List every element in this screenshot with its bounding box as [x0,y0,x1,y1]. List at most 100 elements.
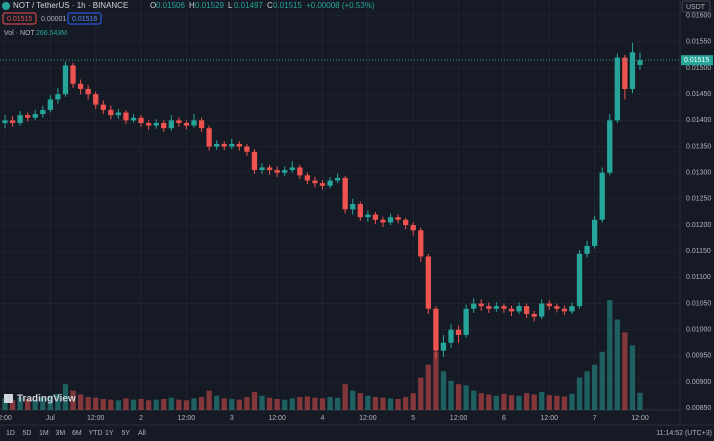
volume-bar [576,377,583,410]
candle-body [289,167,295,171]
candle-body [591,219,598,246]
volume-bar [448,380,454,410]
range-button[interactable]: 5D [23,430,32,437]
y-tick-label: 0.01300 [686,170,711,177]
candle-body [576,253,583,307]
candle-body [130,117,137,121]
volume-bar [40,397,46,410]
candle-body [516,306,522,312]
candle-body [455,329,462,335]
volume-bar [440,371,447,410]
volume-bar [365,395,371,410]
volume-bar [236,399,242,410]
volume-bar [115,400,122,410]
volume-bar [403,397,409,410]
volume-bar [357,393,363,410]
volume-bars [2,300,643,410]
volume-bar [342,384,348,410]
volume-bar [25,399,31,410]
candle-body [259,167,265,171]
volume-bar [584,371,590,410]
buy-box[interactable] [67,12,102,25]
x-tick-label: 12:00 [178,415,196,422]
volume-bar [614,319,620,410]
candle-body [418,230,424,257]
volume-bar [32,399,38,410]
candle-body [206,128,212,147]
change: +0.00008 (+0.53%) [306,1,375,10]
candle-body [433,308,439,351]
candle-body [387,217,394,223]
candle-body [561,308,568,312]
volume-bar [418,377,424,410]
range-button[interactable]: 5Y [122,430,131,437]
volume-bar [410,393,416,410]
volume-bar [244,397,250,410]
ohlc-value: 0.01497 [234,1,263,10]
candle-body [365,214,371,218]
currency[interactable]: USDT [686,4,706,11]
candle-body [440,342,447,351]
volume-bar [486,394,492,410]
volume-bar [395,399,401,410]
volume-bar [93,397,99,410]
volume-bar [47,395,54,410]
y-tick-label: 0.00900 [686,379,711,386]
range-button[interactable]: YTD [89,430,103,437]
candle-body [531,313,537,317]
sell-price[interactable]: 0.01515 [7,16,32,23]
ohlc-value: 0.01515 [273,1,302,10]
ohlc-label: L [228,1,233,10]
candle-body [622,57,628,89]
candle-body [168,120,174,129]
candle-body [342,177,348,210]
logo-icon [4,394,13,403]
candle-body [607,120,613,173]
volume-bar [508,395,515,410]
volume-bar [463,385,469,410]
candles [2,42,643,359]
candle-body [25,115,31,118]
y-tick-label: 0.01400 [686,117,711,124]
candle-body [183,122,190,126]
volume-bar [501,393,507,410]
volume-bar [266,397,273,410]
range-button[interactable]: 1Y [105,430,114,437]
volume-bar [274,399,280,410]
volume-bar [138,399,144,410]
range-button[interactable]: All [138,430,146,437]
volume-bar [433,351,439,410]
range-button[interactable]: 3M [56,430,66,437]
volume-bar [100,399,106,410]
currency-box[interactable] [681,0,711,13]
volume-bar [176,399,182,410]
candle-body [463,308,469,335]
candle-body [55,94,61,100]
sell-box[interactable] [2,12,37,25]
volume-bar [145,400,152,410]
candle-body [380,219,386,223]
candle-body [448,329,454,343]
volume-bar [569,393,575,410]
volume-bar [191,398,197,410]
toolbar: 11:14:52 (UTC+3) 1D 5D 1M 3M 6M YTD 1Y 5Y All [6,430,712,437]
candle-body [62,65,69,95]
volume-bar [282,399,288,410]
y-tick-label: 0.01450 [686,91,711,98]
volume-bar [183,400,190,410]
candle-body [312,180,318,184]
candle-body [282,170,288,173]
candle-body [493,306,500,309]
range-button[interactable]: 6M [72,430,82,437]
x-tick-label: 6 [502,415,506,422]
volume-bar [327,397,333,410]
range-button[interactable]: 1M [39,430,49,437]
volume-bar [229,399,235,410]
volume-bar [531,394,537,410]
volume-bar [372,397,379,410]
range-button[interactable]: 1D [6,430,15,437]
buy-price[interactable]: 0.01516 [72,16,97,23]
candle-body [372,214,379,220]
candle-body [629,52,636,89]
